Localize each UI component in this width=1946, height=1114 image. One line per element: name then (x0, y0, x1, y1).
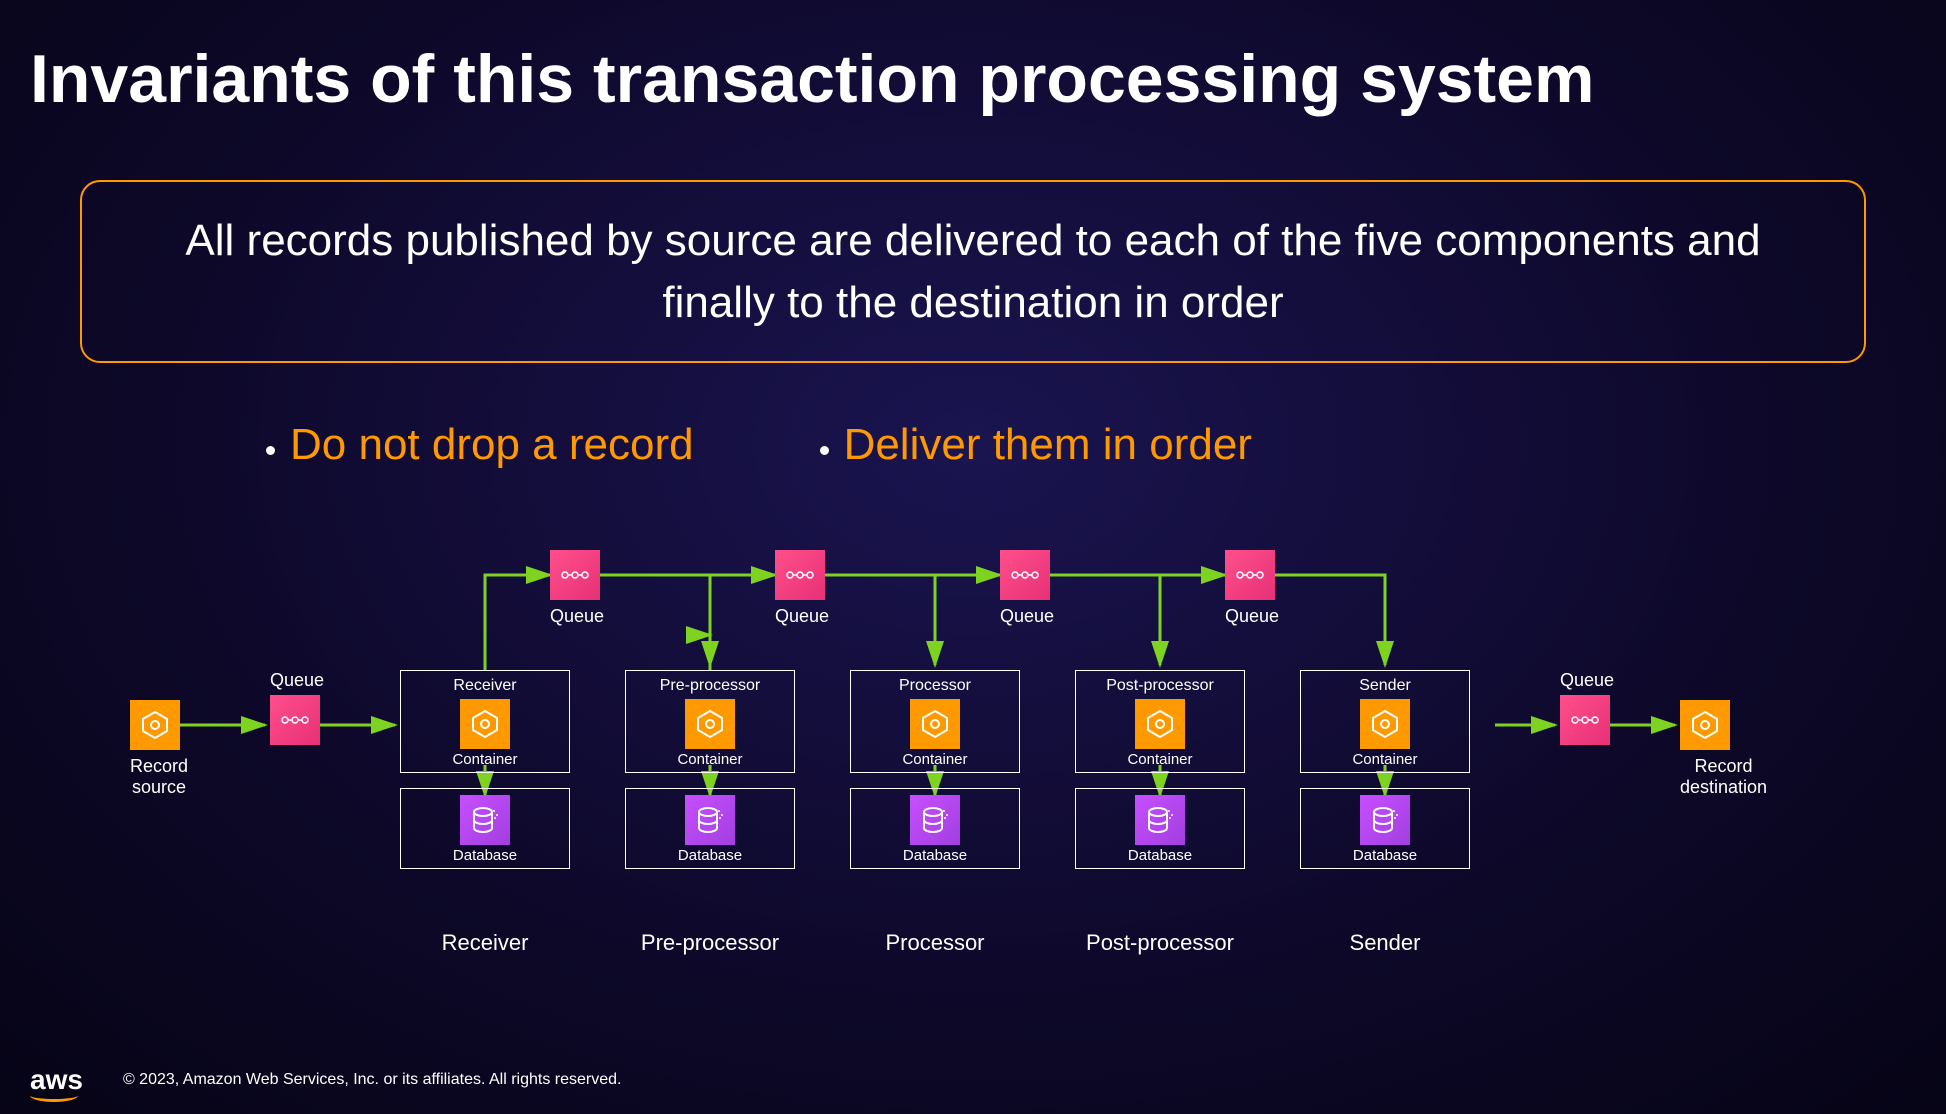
stage-container-box: Pre-processor Container (625, 670, 795, 773)
container-icon (685, 699, 735, 749)
stage-footer-label: Receiver (400, 930, 570, 956)
stage-title: Processor (899, 677, 971, 695)
queue-label: Queue (1225, 606, 1279, 627)
queue-label: Queue (270, 670, 324, 691)
stage-footer-label: Processor (850, 930, 1020, 956)
database-label: Database (453, 847, 517, 864)
queue-label: Queue (1000, 606, 1054, 627)
database-icon (460, 795, 510, 845)
queue-icon (1000, 550, 1050, 600)
hexagon-icon (1680, 700, 1730, 750)
queue-label: Queue (775, 606, 829, 627)
top-queue: Queue (1000, 550, 1054, 627)
container-icon (1135, 699, 1185, 749)
database-label: Database (1353, 847, 1417, 864)
database-label: Database (903, 847, 967, 864)
stage-footer-label: Sender (1300, 930, 1470, 956)
stage-container-box: Processor Container (850, 670, 1020, 773)
database-label: Database (678, 847, 742, 864)
stage-title: Pre-processor (660, 677, 760, 695)
architecture-diagram: Record source Queue Queue Receiver Contain… (120, 540, 1820, 980)
queue-icon (775, 550, 825, 600)
last-queue: Queue (1560, 670, 1614, 745)
queue-label: Queue (550, 606, 604, 627)
stage-container-box: Receiver Container (400, 670, 570, 773)
hexagon-icon (130, 700, 180, 750)
slide-title: Invariants of this transaction processin… (30, 40, 1594, 118)
record-source: Record source (130, 700, 188, 798)
queue-label: Queue (1560, 670, 1614, 691)
database-icon (910, 795, 960, 845)
container-label: Container (1352, 751, 1417, 768)
aws-logo: aws (30, 1064, 83, 1096)
first-queue: Queue (270, 670, 324, 745)
container-label: Container (902, 751, 967, 768)
container-icon (460, 699, 510, 749)
queue-icon (550, 550, 600, 600)
queue-icon (1560, 695, 1610, 745)
database-icon (1360, 795, 1410, 845)
stage-container-box: Sender Container (1300, 670, 1470, 773)
stage-footer-label: Pre-processor (625, 930, 795, 956)
queue-icon (270, 695, 320, 745)
container-label: Container (452, 751, 517, 768)
stage-title: Sender (1359, 677, 1411, 695)
database-label: Database (1128, 847, 1192, 864)
slide-footer: aws © 2023, Amazon Web Services, Inc. or… (30, 1064, 621, 1096)
bullet-list: Do not drop a record Deliver them in ord… (260, 420, 1252, 470)
destination-label: Record destination (1680, 756, 1767, 798)
top-queue: Queue (550, 550, 604, 627)
stage-database-box: Database (850, 788, 1020, 869)
stage-title: Receiver (453, 677, 516, 695)
top-queue: Queue (1225, 550, 1279, 627)
queue-icon (1225, 550, 1275, 600)
stage-database-box: Database (625, 788, 795, 869)
source-label: Record source (130, 756, 188, 798)
database-icon (685, 795, 735, 845)
stage-database-box: Database (1075, 788, 1245, 869)
callout-box: All records published by source are deli… (80, 180, 1866, 363)
stage-title: Post-processor (1106, 677, 1214, 695)
container-icon (1360, 699, 1410, 749)
container-label: Container (677, 751, 742, 768)
database-icon (1135, 795, 1185, 845)
record-destination: Record destination (1680, 700, 1767, 798)
bullet-1: Do not drop a record (290, 420, 694, 470)
container-label: Container (1127, 751, 1192, 768)
stage-database-box: Database (400, 788, 570, 869)
top-queue: Queue (775, 550, 829, 627)
container-icon (910, 699, 960, 749)
copyright-text: © 2023, Amazon Web Services, Inc. or its… (123, 1071, 622, 1089)
stage-container-box: Post-processor Container (1075, 670, 1245, 773)
stage-database-box: Database (1300, 788, 1470, 869)
bullet-2: Deliver them in order (844, 420, 1252, 470)
stage-footer-label: Post-processor (1075, 930, 1245, 956)
